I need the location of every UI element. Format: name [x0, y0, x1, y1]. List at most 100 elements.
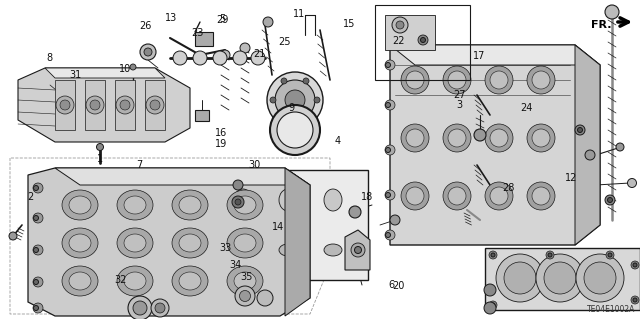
Circle shape [385, 230, 395, 240]
Polygon shape [345, 230, 370, 270]
Polygon shape [85, 80, 105, 130]
Text: 17: 17 [472, 51, 485, 61]
Circle shape [150, 100, 160, 110]
Ellipse shape [532, 129, 550, 147]
Circle shape [60, 100, 70, 110]
Polygon shape [18, 68, 190, 142]
Ellipse shape [527, 66, 555, 94]
Ellipse shape [179, 196, 201, 214]
Ellipse shape [401, 182, 429, 210]
Ellipse shape [117, 228, 153, 258]
Circle shape [536, 254, 584, 302]
Text: 28: 28 [502, 182, 515, 193]
Circle shape [56, 96, 74, 114]
Circle shape [314, 97, 320, 103]
Ellipse shape [324, 189, 342, 211]
Ellipse shape [117, 266, 153, 296]
Circle shape [385, 60, 395, 70]
Circle shape [577, 128, 582, 132]
Text: 22: 22 [392, 36, 404, 46]
Text: 34: 34 [229, 260, 242, 271]
Text: 26: 26 [140, 21, 152, 31]
Ellipse shape [279, 244, 297, 256]
Circle shape [544, 262, 576, 294]
Ellipse shape [124, 272, 146, 290]
Ellipse shape [179, 234, 201, 252]
Ellipse shape [490, 129, 508, 147]
Circle shape [576, 254, 624, 302]
Ellipse shape [117, 190, 153, 220]
Circle shape [233, 180, 243, 190]
Circle shape [605, 5, 619, 19]
Ellipse shape [234, 244, 252, 256]
Polygon shape [55, 168, 310, 185]
Ellipse shape [172, 266, 208, 296]
Polygon shape [145, 80, 165, 130]
Text: 18: 18 [360, 192, 373, 202]
Ellipse shape [448, 71, 466, 89]
Circle shape [213, 51, 227, 65]
Circle shape [385, 233, 390, 238]
Text: 30: 30 [248, 160, 261, 170]
Circle shape [385, 100, 395, 110]
Bar [385, 15, 435, 50]
Circle shape [385, 145, 395, 155]
Circle shape [484, 284, 496, 296]
Polygon shape [390, 45, 600, 65]
Circle shape [130, 64, 136, 70]
Circle shape [385, 192, 390, 197]
Circle shape [146, 96, 164, 114]
Ellipse shape [227, 266, 263, 296]
Circle shape [396, 21, 404, 29]
Text: 9: 9 [288, 103, 294, 114]
Circle shape [631, 261, 639, 269]
Ellipse shape [532, 187, 550, 205]
Ellipse shape [406, 129, 424, 147]
Ellipse shape [448, 129, 466, 147]
Ellipse shape [490, 71, 508, 89]
Text: 25: 25 [278, 37, 291, 47]
Circle shape [491, 303, 495, 307]
Circle shape [267, 72, 323, 128]
Ellipse shape [62, 228, 98, 258]
Polygon shape [575, 45, 600, 245]
Bar [195, 110, 209, 121]
Text: 8: 8 [46, 53, 52, 63]
Circle shape [575, 125, 585, 135]
Ellipse shape [179, 272, 201, 290]
Circle shape [33, 213, 43, 223]
Ellipse shape [490, 187, 508, 205]
Circle shape [275, 80, 315, 120]
Circle shape [607, 197, 612, 203]
Circle shape [86, 96, 104, 114]
Text: 29: 29 [216, 15, 229, 25]
Circle shape [33, 279, 38, 285]
Circle shape [489, 301, 497, 309]
Ellipse shape [69, 272, 91, 290]
Circle shape [116, 96, 134, 114]
Text: 19: 19 [214, 139, 227, 149]
Circle shape [418, 35, 428, 45]
Circle shape [631, 296, 639, 304]
Circle shape [496, 254, 544, 302]
Circle shape [281, 116, 287, 122]
Circle shape [233, 51, 247, 65]
Text: 5: 5 [220, 13, 226, 24]
Circle shape [548, 253, 552, 257]
Text: 7: 7 [136, 160, 143, 170]
Circle shape [140, 44, 156, 60]
Circle shape [33, 248, 38, 253]
Circle shape [193, 51, 207, 65]
Ellipse shape [324, 244, 342, 256]
Polygon shape [285, 168, 310, 316]
Circle shape [220, 50, 230, 60]
Circle shape [616, 143, 624, 151]
Circle shape [9, 232, 17, 240]
Circle shape [97, 144, 104, 151]
Circle shape [285, 90, 305, 110]
Circle shape [173, 51, 187, 65]
Bar [218, 170, 368, 280]
Circle shape [33, 183, 43, 193]
Circle shape [392, 17, 408, 33]
Ellipse shape [227, 190, 263, 220]
